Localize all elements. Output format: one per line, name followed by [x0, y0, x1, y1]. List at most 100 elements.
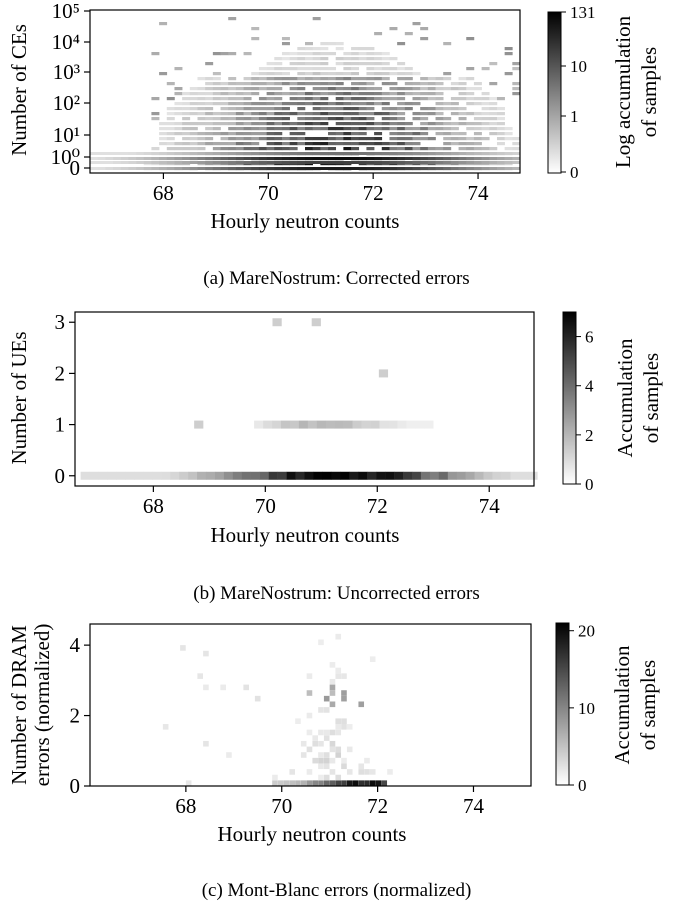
panel-a-heat-cell	[174, 122, 183, 126]
panel-b-heat-cell	[385, 471, 395, 480]
panel-a-heat-cell	[220, 112, 229, 116]
panel-a-heat-cell	[374, 62, 383, 66]
panel-c-heat-cell	[197, 673, 203, 679]
panel-a-heat-cell	[243, 52, 252, 56]
panel-a-heat-cell	[427, 82, 436, 86]
panel-a-heat-cell	[197, 137, 206, 141]
panel-a-heat-band	[343, 157, 352, 160]
panel-a-heat-cell	[351, 117, 360, 121]
panel-a-heat-band	[143, 157, 152, 160]
panel-a-heatmap-cells	[90, 17, 521, 171]
panel-a-heat-cell	[496, 137, 505, 141]
panel-a-heat-cell	[466, 127, 475, 131]
panel-a-heat-cell	[312, 117, 321, 121]
panel-b-heat-cell	[340, 471, 350, 480]
panel-a-caption: (a) MareNostrum: Corrected errors	[203, 268, 470, 289]
panel-a-heat-cell	[189, 107, 198, 111]
panel-c-heat-cell	[335, 724, 342, 730]
panel-a-heat-cell	[450, 122, 459, 126]
panel-a-heat-cell	[473, 82, 482, 86]
panel-a-heat-cell	[235, 82, 244, 86]
panel-a-heat-cell	[504, 72, 513, 76]
panel-a-heat-band	[90, 161, 98, 164]
panel-c-heat-cell	[329, 780, 336, 786]
panel-b-y-tick-label: 2	[55, 361, 66, 385]
panel-b-heat-cell	[80, 471, 90, 480]
panel-a-heat-cell	[220, 122, 229, 126]
panel-c-heat-cell	[306, 729, 313, 736]
panel-a-heat-cell	[274, 102, 283, 106]
panel-a-heat-band	[381, 152, 390, 155]
panel-a-heat-band	[189, 161, 198, 164]
panel-a-heat-band	[481, 161, 490, 164]
panel-a-heat-cell	[404, 127, 413, 131]
panel-a-heat-cell	[235, 147, 244, 151]
panel-a-heat-cell	[496, 117, 505, 121]
panel-a-heat-cell	[266, 117, 275, 121]
panel-a-heat-cell	[297, 122, 306, 126]
panel-a-heat-cell	[228, 17, 237, 21]
panel-a-heat-cell	[343, 92, 352, 96]
panel-a-heat-band	[412, 167, 421, 170]
panel-a-heat-band	[496, 152, 505, 155]
panel-a-heat-band	[243, 167, 252, 170]
panel-a-heat-cell	[328, 117, 337, 121]
panel-a-heat-cell	[481, 67, 490, 71]
panel-a-x-tick-label: 68	[153, 181, 174, 205]
panel-a-heat-cell	[358, 102, 367, 106]
panel-a-heat-cell	[235, 122, 244, 126]
panel-a-heat-cell	[458, 137, 467, 141]
panel-a-heat-cell	[335, 72, 344, 76]
panel-a-heat-cell	[389, 142, 398, 146]
panel-a-y-tick-label: 10²	[53, 91, 80, 115]
panel-c-x-axis-label: Hourly neutron counts	[218, 822, 407, 846]
panel-b-x-ticks: 68 70 72 74	[143, 486, 500, 518]
panel-a-heat-cell	[381, 107, 390, 111]
panel-a-heat-band	[228, 157, 237, 160]
panel-a-heat-cell	[389, 112, 398, 116]
panel-a-heat-cell	[305, 97, 313, 101]
panel-a-heat-cell	[182, 112, 191, 116]
panel-a-heat-cell	[504, 147, 513, 151]
panel-b-heat-cell	[289, 420, 300, 429]
panel-b-heat-cell	[528, 471, 538, 480]
panel-a-heat-band	[504, 157, 513, 160]
panel-a-heat-cell	[343, 62, 352, 66]
panel-c-heat-cell	[289, 769, 296, 775]
panel-a-heat-cell	[297, 112, 306, 116]
panel-a-heat-cell	[305, 127, 313, 131]
panel-a-heat-cell	[166, 82, 175, 86]
panel-a-heat-cell	[251, 142, 260, 146]
panel-a-heat-cell	[473, 142, 482, 146]
panel-a-heat-cell	[358, 97, 367, 101]
panel-a-heat-cell	[243, 107, 252, 111]
panel-a-heat-cell	[335, 132, 344, 136]
panel-a-heat-band	[297, 157, 306, 160]
panel-a-heat-cell	[274, 107, 283, 111]
panel-a-heat-cell	[205, 97, 214, 101]
panel-a-heat-band	[105, 152, 114, 155]
panel-a-heat-cell	[366, 97, 375, 101]
panel-a-heat-band	[258, 152, 267, 155]
panel-a-heat-cell	[489, 97, 498, 101]
panel-a-heat-cell	[366, 122, 375, 126]
panel-a-heat-cell	[281, 57, 290, 61]
panel-a-heat-band	[297, 167, 306, 170]
panel-a-heat-band	[335, 167, 344, 170]
panel-a-heat-cell	[450, 112, 459, 116]
panel-b-heat-cell	[334, 420, 344, 429]
panel-a-heat-cell	[297, 92, 306, 96]
panel-c-heat-cell	[323, 780, 330, 786]
panel-a-heat-band	[473, 157, 482, 160]
panel-a-heat-cell	[351, 47, 360, 51]
panel-a-heat-cell	[174, 92, 183, 96]
panel-a-heat-band	[358, 167, 367, 170]
panel-a-heat-cell	[404, 122, 413, 126]
panel-a-heat-band	[212, 157, 221, 160]
panel-a-heat-cell	[412, 102, 421, 106]
panel-a-heat-cell	[166, 132, 175, 136]
panel-b-heat-cell	[214, 471, 225, 480]
panel-a-heat-cell	[335, 107, 344, 111]
panel-a-heat-cell	[274, 137, 283, 141]
panel-c-colorbar	[555, 622, 570, 786]
